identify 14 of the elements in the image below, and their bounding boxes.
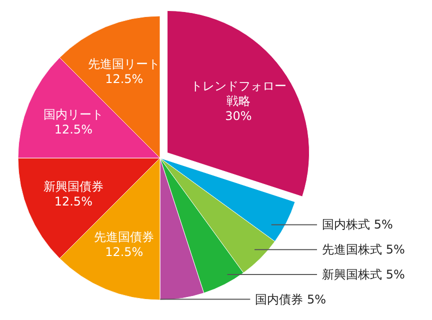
slice-label: 先進国リート	[88, 56, 160, 71]
slice-label: 新興国債券	[43, 179, 104, 194]
slice-label: 国内リート	[43, 108, 104, 122]
data-label: 12.5%	[54, 194, 92, 208]
slice-label: 新興国株式 5%	[322, 267, 405, 282]
slice-label: 国内債券 5%	[255, 292, 326, 306]
data-label: 12.5%	[105, 72, 144, 86]
slice-label: 先進国債券	[94, 230, 154, 244]
data-label: 12.5%	[54, 122, 92, 137]
slice-label: 国内株式 5%	[322, 218, 393, 232]
slice-label: トレンドフォロー戦略	[190, 78, 287, 108]
data-label: 12.5%	[105, 245, 144, 260]
slice-label: 先進国株式 5%	[322, 242, 405, 257]
data-label: 30%	[225, 108, 252, 123]
